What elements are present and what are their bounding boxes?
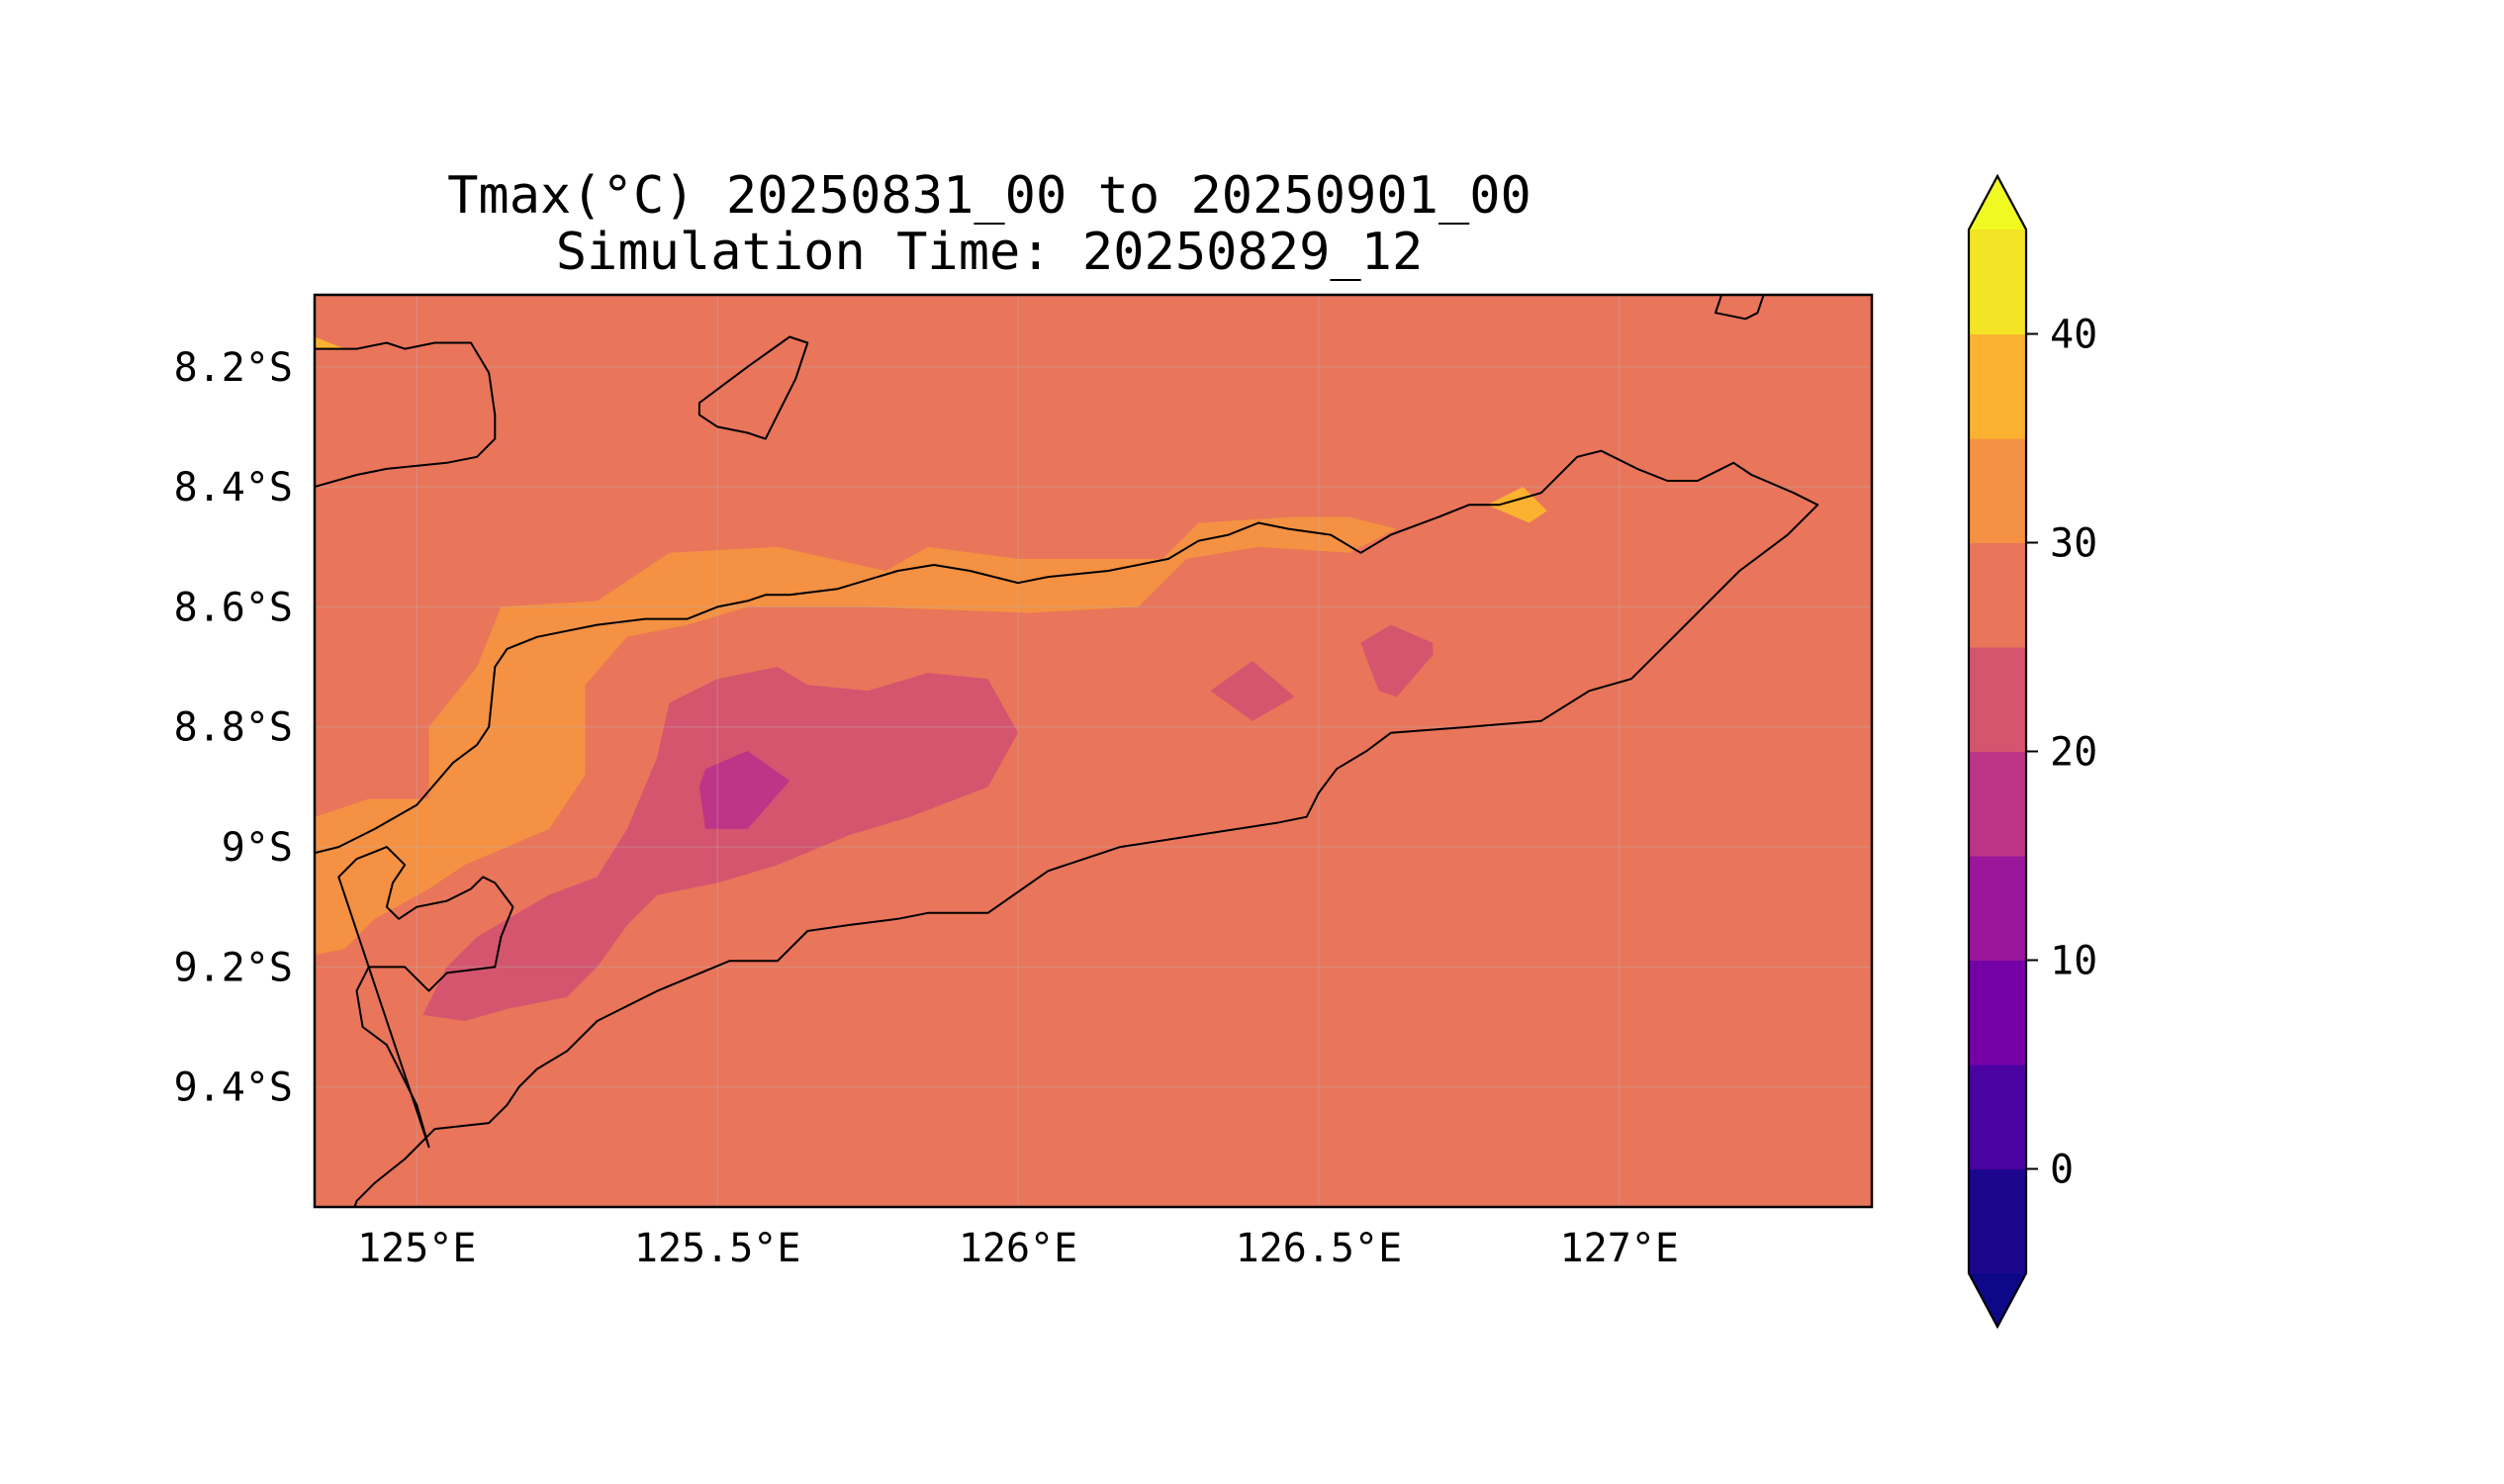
colorbar-segment-20-25 [1969,647,2026,753]
contour-region-20-25-3 [422,667,1018,1021]
map-frame [313,293,1874,1209]
colorbar-segment-0-5 [1969,1065,2026,1170]
lat-tick-label: 9°S [222,825,293,871]
colorbar-segment-10-15 [1969,856,2026,962]
coastline-0 [315,449,1819,1207]
lon-tick-label: 126.5°E [1236,1226,1403,1271]
colorbar-segment-35-40 [1969,333,2026,439]
colorbar-outline [1967,173,2028,1330]
colorbar-segment-5-10 [1969,960,2026,1066]
colorbar-segment-30-35 [1969,438,2026,544]
lat-tick-label: 8.2°S [174,345,293,391]
colorbar-segment--5-0 [1969,1168,2026,1274]
colorbar: 0 10 20 30 40 [1967,173,2097,1330]
contour-region-35-40-1 [1487,487,1547,523]
longitude-tick-labels: 125°E 125.5°E 126°E 126.5°E 127°E [357,1226,1679,1271]
lat-tick-label: 9.4°S [174,1066,293,1111]
map-plot-area [313,293,1874,1209]
coastline-layer [315,295,1819,1207]
colorbar-tick-label: 10 [2050,939,2097,984]
colorbar-tick-label: 40 [2050,313,2097,358]
lat-tick-label: 8.8°S [174,705,293,751]
colorbar-segment-25-30 [1969,542,2026,648]
contour-region-35-40-2 [315,336,345,349]
map-title-line-2: Simulation Time: 20250829_12 [556,223,1424,282]
lat-tick-label: 8.4°S [174,465,293,510]
colorbar-tick-label: 20 [2050,730,2097,776]
coastline-2 [315,341,497,489]
lon-tick-label: 126°E [959,1226,1077,1271]
coastline-3 [697,335,809,440]
coastline-4 [1715,295,1765,321]
colorbar-tick-label: 30 [2050,521,2097,567]
colorbar-over-extension [1969,176,2026,230]
map-gridlines [315,295,1872,1207]
colorbar-segment-40-45 [1969,230,2026,335]
contour-region-20-25-5 [1360,624,1434,697]
colorbar-tick-label: 0 [2050,1148,2074,1193]
lat-tick-label: 9.2°S [174,945,293,990]
coastline-1 [337,846,514,1149]
lon-tick-label: 127°E [1560,1226,1679,1271]
colorbar-segment-15-20 [1969,751,2026,857]
contour-region-15-20-6 [698,751,790,829]
colorbar-under-extension [1969,1273,2026,1327]
lat-tick-label: 8.6°S [174,585,293,630]
latitude-tick-labels: 8.2°S 8.4°S 8.6°S 8.8°S 9°S 9.2°S 9.4°S [174,345,293,1111]
contour-region-20-25-4 [1210,661,1295,721]
lon-tick-label: 125.5°E [634,1226,801,1271]
lon-tick-label: 125°E [357,1226,476,1271]
map-title-line-1: Tmax(°C) 20250831_00 to 20250901_00 [447,166,1531,226]
